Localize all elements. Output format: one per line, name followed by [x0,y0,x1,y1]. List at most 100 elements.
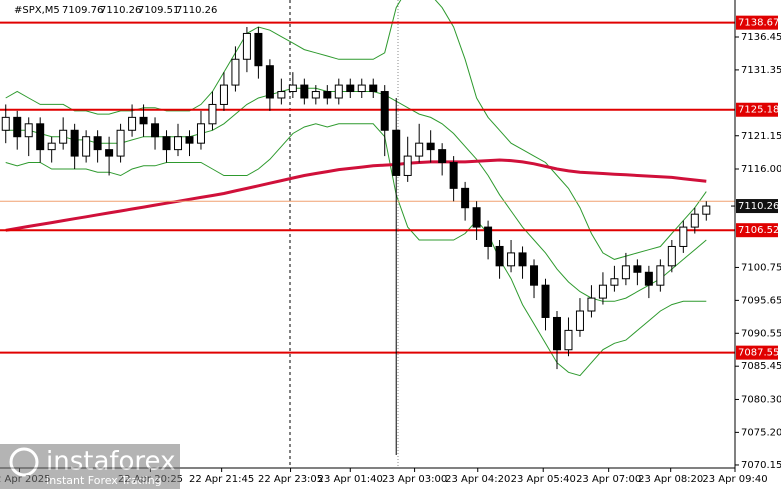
candle-body [323,91,332,99]
y-tick-label: 7100.75 [741,262,781,273]
candle-body [426,142,435,151]
candle-body [449,162,458,189]
moving-average [5,158,707,232]
candle-body [128,116,137,131]
candle-body [242,32,251,60]
candle-body [265,65,274,99]
y-tick-label: 7080.30 [741,394,781,405]
candle-body [59,129,68,144]
candle-body [151,123,160,138]
candle-body [231,58,240,86]
candle-body [438,149,447,164]
candle-body [300,84,309,99]
candle-body [518,252,527,267]
candle-body [507,252,516,267]
candle-body [357,84,366,93]
candle-body [24,123,33,138]
high: 7110.26 [100,5,141,16]
candle-body [369,84,378,93]
level-label-bg [736,15,778,30]
candle-body [116,129,125,157]
x-tick-label: 23 Apr 04:20 [445,474,510,485]
last-price-bg [736,199,778,214]
candle-body [392,129,401,176]
x-tick-label: 23 Apr 09:40 [702,474,767,485]
candle-body [541,284,550,318]
candle-body [346,84,355,93]
brand: instaforex [46,447,175,477]
candle-body [690,213,699,228]
candle-body [472,207,481,228]
low: 7109.51 [138,5,179,16]
candle-body [380,91,389,131]
x-tick-label: 23 Apr 01:40 [318,474,383,485]
tagline: Instant Forex Trading [46,474,162,487]
candle-body [679,226,688,247]
candle-body [254,32,263,67]
y-tick-label: 7090.55 [741,328,781,339]
level-label: 7125.18 [738,105,779,116]
candle-body [208,103,217,125]
logo [9,447,39,477]
candle-body [656,265,665,286]
candle-body [196,123,205,144]
watermark: instaforex Instant Forex Trading [0,444,180,489]
y-tick-label: 7075.20 [741,427,781,438]
candle-body [185,136,194,144]
x-tick-label: 23 Apr 08:20 [638,474,703,485]
candle-body [702,205,711,215]
candle-body [610,278,619,286]
candle-body [587,297,596,312]
x-tick-label: 22 Apr 23:05 [258,474,323,485]
y-tick-label: 7116.00 [741,164,781,175]
candle-body [667,245,676,267]
candle-body [105,149,114,157]
symbol: #SPX,M5 [14,5,60,16]
candle-body [139,116,148,125]
open: 7109.76 [62,5,103,16]
close: 7110.26 [176,5,217,16]
level-label-bg [736,102,778,117]
candle-body [70,129,79,157]
candle-body [219,84,228,105]
x-tick-label: 22 Apr 21:45 [189,474,254,485]
y-tick-label: 7085.45 [741,361,781,372]
y-tick-label: 7131.35 [741,65,781,76]
candle-body [484,226,493,247]
candle-body [36,123,45,151]
candle-body [530,265,539,286]
candle-body [598,284,607,299]
plot-area [0,0,735,468]
candle-body [311,91,320,99]
x-tick-label: 23 Apr 03:00 [382,474,447,485]
candle-body [288,84,297,93]
candle-body [82,136,91,157]
candle-body [644,271,653,286]
candle-body [564,329,573,351]
candle-body [552,316,561,351]
last-price-label: 7110.26 [738,201,779,212]
header: #SPX,M5 7109.76 7110.26 7109.51 7110.26 [14,5,217,16]
candle-body [334,84,343,99]
y-tick-label: 7070.15 [741,460,781,471]
level-label-bg [736,223,778,238]
candle-body [495,245,504,267]
candles [1,26,711,455]
candle-body [633,265,642,273]
candle-body [277,91,286,99]
candle-body [162,136,171,151]
level-label: 7106.52 [738,225,779,236]
candle-body [403,155,412,176]
y-tick-label: 7095.65 [741,295,781,306]
level-label: 7138.67 [738,18,779,29]
candle-body [415,142,424,157]
candle-body [621,265,630,280]
y-tick-label: 7121.15 [741,131,781,142]
candle-body [13,116,22,138]
candle-body [174,136,183,151]
level-label: 7087.55 [738,348,779,359]
y-tick-label: 7136.45 [741,32,781,43]
candle-body [575,310,584,331]
